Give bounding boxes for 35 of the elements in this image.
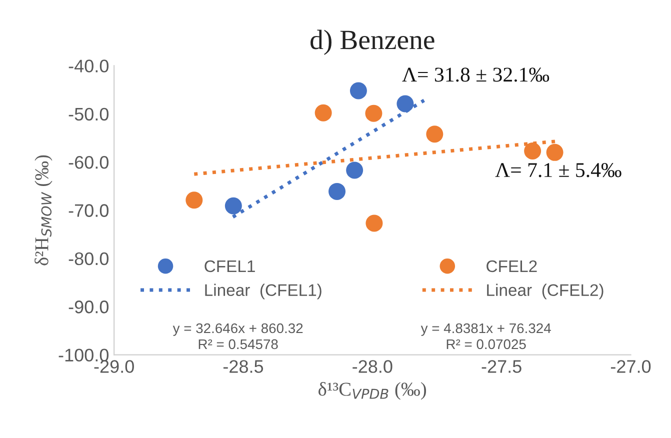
legend-label: CFEL1 — [204, 260, 255, 272]
legend-label: Linear (CFEL2) — [487, 284, 604, 300]
annotation: y = 32.646x + 860.32 R² = 0.54578 — [172, 323, 303, 350]
legend-label: Linear (CFEL1) — [205, 284, 322, 300]
point — [350, 82, 367, 100]
point — [224, 197, 242, 214]
y-axis-title: δ²H$_{SMOW}$ (‰) — [34, 155, 52, 266]
y-tick-label: -60.0 — [68, 156, 109, 169]
point — [328, 182, 346, 200]
y-tick-label: -70.0 — [68, 204, 109, 217]
y-tick-label: -80.0 — [68, 252, 109, 266]
x-tick-label: -29.0 — [94, 360, 134, 373]
point — [366, 214, 383, 232]
point — [426, 126, 444, 143]
y-tick-label: -40.0 — [68, 60, 109, 72]
x-tick-label: -27.5 — [482, 360, 522, 373]
x-tick-label: -27.0 — [610, 360, 651, 373]
y-tick-label: -50.0 — [68, 108, 109, 121]
point — [365, 104, 382, 122]
x-tick-label: -28.0 — [352, 360, 392, 373]
point — [524, 142, 542, 160]
x-tick-label: -28.5 — [223, 360, 264, 373]
point — [346, 162, 364, 179]
y-tick-label: -100.0 — [58, 348, 109, 362]
chart-title: d) Benzene — [310, 30, 434, 55]
annotation: y = 4.8381x + 76.324 R² = 0.07025 — [420, 323, 551, 350]
annotation: Λ= 7.1 ± 5.4‰ — [495, 163, 622, 178]
legend-label: CFEL2 — [486, 260, 537, 272]
annotation: Λ= 31.8 ± 32.1‰ — [402, 68, 550, 82]
point — [314, 104, 332, 122]
y-tick-label: -90.0 — [68, 300, 109, 314]
point — [546, 144, 564, 161]
point — [396, 95, 414, 112]
point — [186, 192, 203, 209]
x-axis-title: δ¹³C$_{VPDB}$ (‰) — [318, 382, 426, 400]
